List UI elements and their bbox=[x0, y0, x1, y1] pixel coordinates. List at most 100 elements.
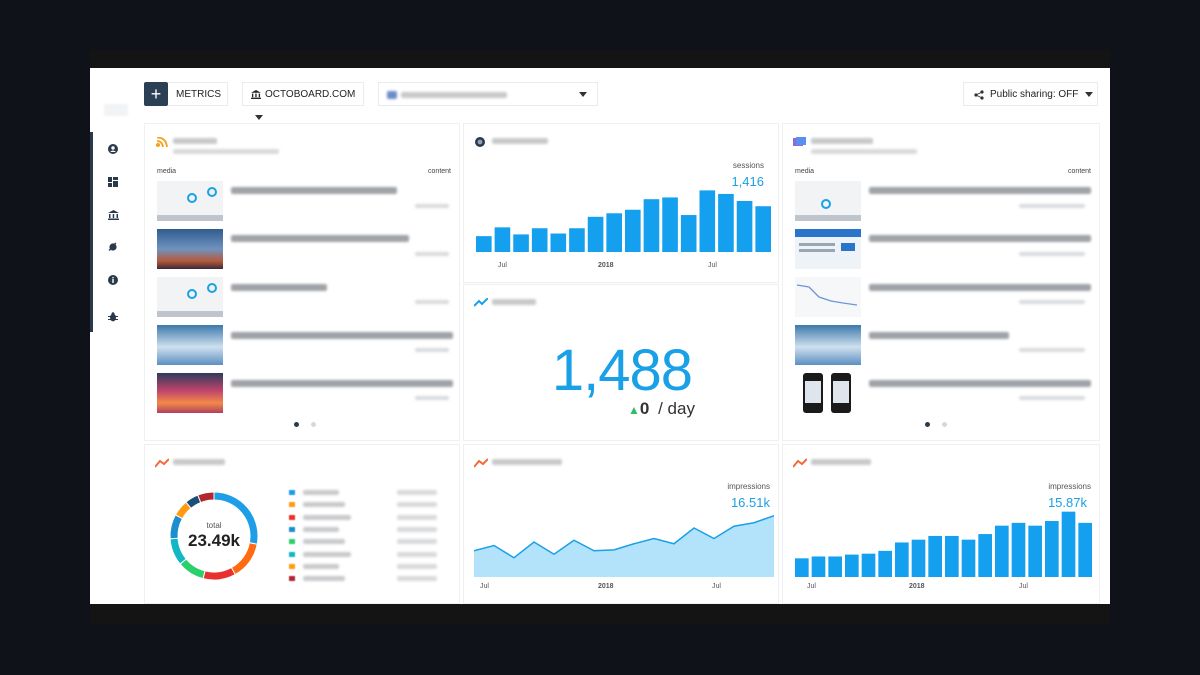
legend-marker bbox=[289, 576, 295, 582]
impressions-area-chart bbox=[474, 515, 774, 577]
legend-marker bbox=[289, 563, 295, 569]
bar bbox=[476, 236, 492, 252]
account-select[interactable]: OCTOBOARD.COM bbox=[242, 82, 364, 120]
bar bbox=[928, 535, 942, 577]
dashboard-select[interactable] bbox=[378, 82, 598, 106]
article-thumbnail[interactable] bbox=[795, 181, 861, 221]
article-thumbnail[interactable] bbox=[157, 277, 223, 317]
triangle-up-icon: ▲ bbox=[628, 403, 640, 417]
donut-slice bbox=[202, 566, 236, 581]
media-column-header: media bbox=[795, 168, 815, 175]
bar bbox=[680, 215, 697, 252]
series-line bbox=[474, 515, 774, 559]
bar bbox=[1045, 521, 1059, 577]
bar bbox=[828, 556, 842, 577]
bar bbox=[795, 558, 809, 577]
legend-marker bbox=[289, 551, 295, 557]
chevron-down-icon bbox=[579, 92, 587, 97]
legend-row[interactable] bbox=[289, 489, 439, 497]
top-pages-widget: total 23.49k bbox=[144, 444, 460, 604]
rss-icon bbox=[156, 137, 168, 147]
legend-marker bbox=[289, 514, 295, 520]
bar bbox=[911, 539, 926, 577]
analytics-icon bbox=[155, 458, 169, 468]
legend-marker bbox=[289, 539, 295, 545]
rss-feed-widget: media content bbox=[144, 123, 460, 441]
add-button[interactable]: + bbox=[144, 82, 168, 106]
info-icon[interactable] bbox=[107, 274, 119, 286]
x-tick-label: Jul bbox=[498, 262, 507, 269]
bar bbox=[1011, 522, 1026, 577]
article-thumbnail[interactable] bbox=[795, 325, 861, 365]
plugin-icon[interactable] bbox=[107, 241, 119, 253]
x-tick-label: 2018 bbox=[598, 583, 614, 590]
pager-dot-active[interactable] bbox=[294, 422, 299, 427]
rank-value: 1,488 bbox=[551, 338, 693, 403]
x-tick-label: 2018 bbox=[598, 262, 614, 269]
donut-total-label: total bbox=[206, 521, 222, 530]
public-sharing-toggle[interactable]: Public sharing: OFF bbox=[963, 82, 1098, 106]
bar bbox=[755, 206, 771, 252]
metrics-button[interactable]: METRICS bbox=[168, 82, 228, 106]
article-thumbnail[interactable] bbox=[157, 181, 223, 221]
dashboard-icon[interactable] bbox=[107, 176, 119, 188]
bank-icon[interactable] bbox=[107, 209, 119, 221]
legend-row[interactable] bbox=[289, 551, 439, 559]
media-column-header: media bbox=[157, 168, 177, 175]
sidebar-logo bbox=[104, 104, 128, 116]
metric-value: 15.87k bbox=[1047, 495, 1087, 510]
google-news-widget: media content bbox=[782, 123, 1100, 441]
user-icon[interactable] bbox=[107, 143, 119, 155]
sharing-label: Public sharing: OFF bbox=[990, 89, 1079, 100]
account-label: OCTOBOARD.COM bbox=[265, 89, 356, 100]
pager-dot[interactable] bbox=[311, 422, 316, 427]
article-thumbnail[interactable] bbox=[157, 325, 223, 365]
analytics-icon bbox=[793, 458, 807, 468]
article-thumbnail[interactable] bbox=[795, 277, 861, 317]
metric-label: impressions bbox=[1048, 482, 1091, 491]
bar bbox=[961, 539, 976, 577]
bar bbox=[736, 200, 753, 252]
article-thumbnail[interactable] bbox=[795, 373, 861, 413]
bar bbox=[606, 213, 622, 252]
rank-icon bbox=[474, 298, 488, 307]
bar bbox=[995, 525, 1009, 577]
bar bbox=[1028, 525, 1042, 577]
legend-row[interactable] bbox=[289, 575, 439, 583]
news-icon bbox=[793, 137, 806, 146]
bar bbox=[811, 556, 826, 577]
impressions-bar-chart bbox=[795, 511, 1092, 577]
article-thumbnail[interactable] bbox=[795, 229, 861, 269]
legend-row[interactable] bbox=[289, 501, 439, 509]
bug-icon[interactable] bbox=[107, 311, 119, 323]
x-tick-label: Jul bbox=[708, 262, 717, 269]
bar bbox=[662, 197, 678, 252]
delta-value: 0 bbox=[639, 399, 650, 418]
donut-slice bbox=[179, 558, 206, 580]
bar bbox=[861, 553, 876, 577]
pager-dot[interactable] bbox=[942, 422, 947, 427]
legend-row[interactable] bbox=[289, 514, 439, 522]
bar bbox=[1078, 522, 1092, 577]
article-thumbnail[interactable] bbox=[157, 229, 223, 269]
sidebar-active-line bbox=[90, 132, 93, 332]
legend-row[interactable] bbox=[289, 526, 439, 534]
bar bbox=[531, 228, 548, 252]
legend-marker bbox=[289, 502, 295, 508]
bar bbox=[718, 193, 734, 252]
legend-row[interactable] bbox=[289, 538, 439, 546]
x-tick-label: 2018 bbox=[909, 583, 925, 590]
article-thumbnail[interactable] bbox=[157, 373, 223, 413]
bar bbox=[978, 534, 992, 577]
legend-row[interactable] bbox=[289, 563, 439, 571]
x-tick-label: Jul bbox=[712, 583, 721, 590]
impressions-widget: impressions 15.87k Jul 2018 Jul bbox=[782, 444, 1100, 604]
chevron-down-icon bbox=[255, 114, 263, 120]
donut-slice bbox=[197, 491, 215, 504]
delta-unit: / day bbox=[658, 399, 695, 418]
sessions-bar-chart bbox=[476, 190, 771, 252]
content-column-header: content bbox=[1068, 168, 1091, 175]
pager-dot-active[interactable] bbox=[925, 422, 930, 427]
bar bbox=[845, 554, 859, 577]
donut-total-value: 23.49k bbox=[188, 531, 240, 550]
